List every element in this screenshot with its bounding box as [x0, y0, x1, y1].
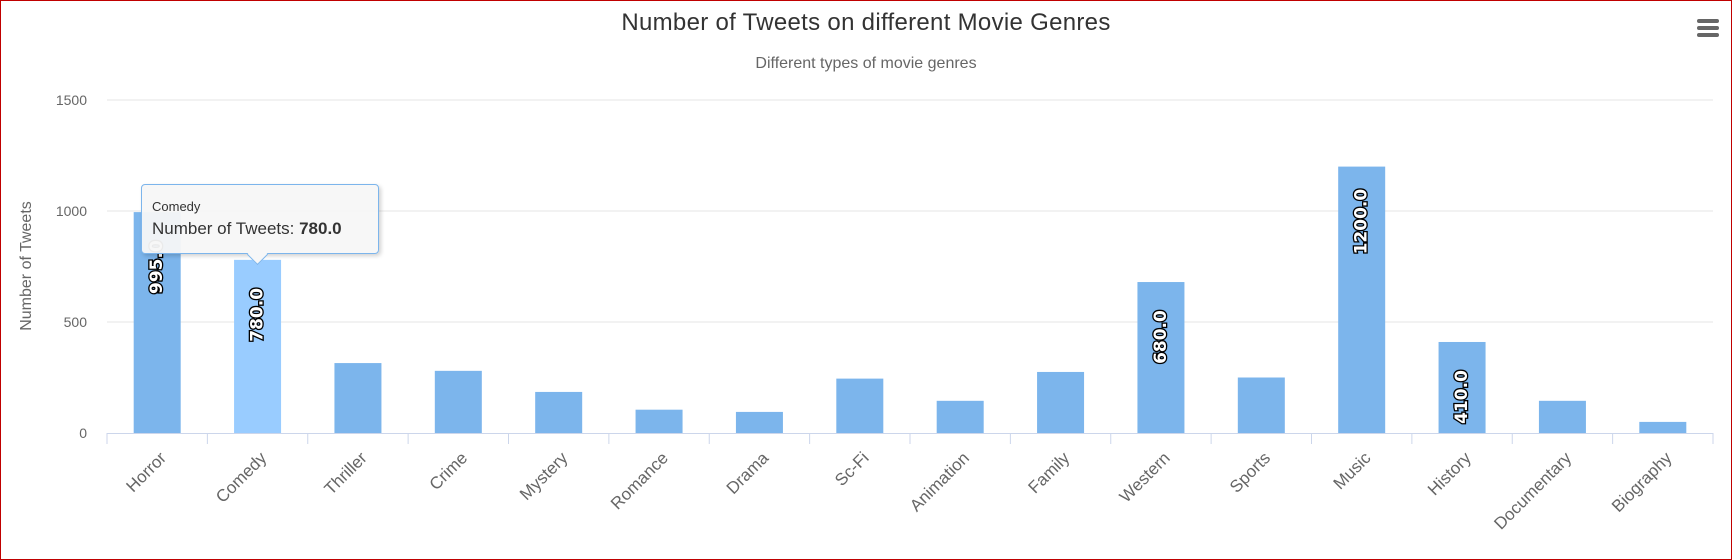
x-tick-label: Thriller — [321, 448, 371, 498]
y-tick-label: 1000 — [56, 203, 87, 219]
tooltip-header: Comedy — [152, 199, 201, 214]
x-tick-label: Family — [1025, 448, 1074, 497]
chart-subtitle: Different types of movie genres — [755, 55, 977, 72]
x-tick-label: History — [1424, 448, 1475, 499]
tooltip: Comedy Number of Tweets: 780.0 — [141, 184, 379, 254]
y-axis-title: Number of Tweets — [18, 201, 35, 331]
bar — [1137, 282, 1185, 433]
x-tick-label: Animation — [906, 448, 973, 515]
y-tick-label: 0 — [79, 425, 87, 441]
bar — [234, 259, 282, 433]
bar — [1538, 400, 1586, 433]
x-tick-label: Romance — [607, 448, 672, 513]
chart-title: Number of Tweets on different Movie Genr… — [621, 9, 1111, 36]
y-tick-label: 500 — [64, 314, 88, 330]
hamburger-menu-icon[interactable] — [1691, 13, 1721, 43]
x-tick-label: Western — [1116, 448, 1174, 506]
bars — [133, 166, 1687, 433]
bar — [936, 400, 984, 433]
x-tick-label: Mystery — [516, 448, 572, 504]
x-tick-label: Sports — [1226, 448, 1274, 496]
data-label: 780.0 — [248, 288, 268, 342]
x-tick-label: Documentary — [1490, 448, 1575, 533]
bar — [635, 409, 683, 433]
y-tick-label: 1500 — [56, 92, 87, 108]
data-label: 1200.0 — [1352, 189, 1372, 255]
x-axis-ticks: Horror Comedy Thriller Crime Mystery Romance D… — [123, 448, 1676, 533]
bar — [1237, 377, 1285, 433]
bar — [1438, 341, 1486, 433]
bar — [434, 370, 482, 433]
bar — [334, 363, 382, 433]
bar — [535, 391, 583, 433]
x-tick-label: Crime — [426, 448, 471, 493]
x-tick-label: Sc-Fi — [831, 448, 872, 489]
x-tick-label: Music — [1330, 448, 1375, 493]
bar — [836, 378, 884, 433]
bar — [1639, 421, 1687, 433]
x-tick-label: Comedy — [212, 448, 271, 507]
x-tick-label: Biography — [1608, 448, 1676, 516]
data-label: 410.0 — [1452, 370, 1472, 424]
tooltip-series-label: Number of Tweets: — [152, 219, 300, 238]
x-tick-label: Drama — [723, 448, 773, 498]
tooltip-body: Number of Tweets: 780.0 — [152, 219, 342, 239]
data-label: 680.0 — [1151, 310, 1171, 364]
bar — [1338, 166, 1386, 433]
bar — [735, 411, 783, 433]
tooltip-value: 780.0 — [299, 219, 342, 238]
y-axis-ticks: 0 500 1000 1500 — [56, 92, 87, 441]
bar — [1037, 371, 1085, 433]
x-tick-label: Horror — [123, 448, 171, 496]
x-axis — [106, 433, 1714, 444]
